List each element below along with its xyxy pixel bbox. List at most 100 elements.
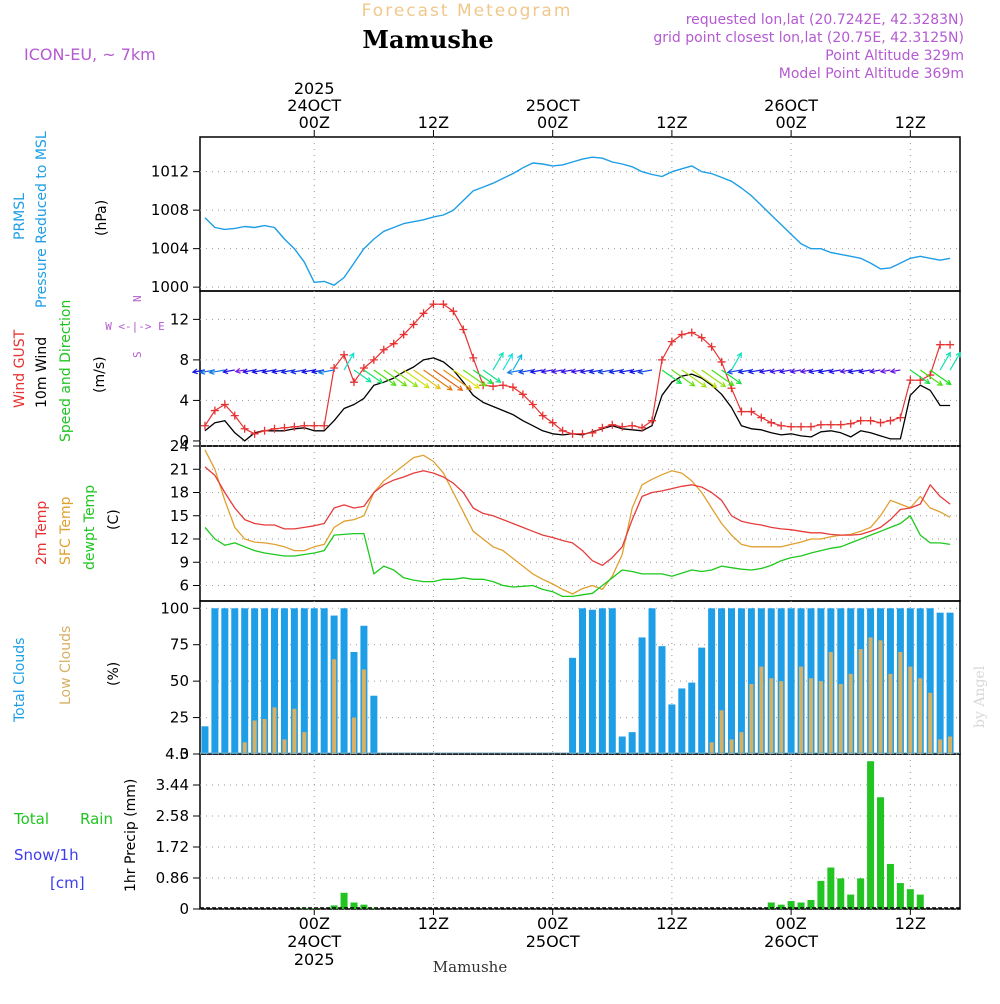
wind-arrow-head [290,368,297,375]
wind-arrow-shaft [681,369,707,388]
low-cloud-bar [878,640,883,754]
clouds-ytick-label: 50 [170,672,189,690]
total-cloud-bar [598,608,606,754]
wind-arrow-shaft [790,369,802,373]
wind-arrow-head [365,377,372,383]
wind-arrow-shaft [859,369,871,373]
total-cloud-bar [261,608,269,754]
gust-point [648,416,657,425]
wind-arrow-shaft [770,369,782,373]
gust-point [598,423,607,432]
wind-arrow-head [222,368,229,375]
wind-arrow-head [789,368,796,375]
wind-arrow-head [498,351,504,358]
temp-unit-label: (C) [106,509,122,530]
gust-point [230,411,239,420]
wind-arrow-head [466,384,473,391]
gust-point [936,340,945,349]
gust-point [667,337,676,346]
bottom-location: Mamushe [433,958,508,976]
gust-point [876,418,885,427]
sfc-temp-line [204,449,951,595]
wind-arrow-shaft [433,369,463,391]
gust-point [270,424,279,433]
precip-unit-label: 1hr Precip (mm) [123,779,139,892]
wind-arrow-head [191,368,198,375]
gust-point [439,300,448,309]
total-cloud-bar [688,682,696,754]
wind-arrow-head [618,368,625,375]
total-cloud-bar [737,608,745,754]
wind-arrow-head [628,368,636,375]
wind-arrow-head [945,379,952,386]
wind-arrow-head [579,368,586,375]
wind-arrow-shaft [541,369,553,373]
top-time-label: 25OCT [526,96,580,115]
rain-bar [877,797,885,909]
gust-point [399,330,408,339]
gust-point [757,413,766,422]
wind-arrow-shaft [711,369,734,386]
wind-arrow-head [955,351,961,358]
total-cloud-bar [698,647,706,754]
wind-arrow-head [446,385,453,391]
rain-bar [827,867,835,909]
bottom-time-label: 26OCT [764,932,818,951]
bottom-time-label: 24OCT [287,932,341,951]
total-cloud-bar [708,608,716,754]
total-cloud-bar [231,608,239,754]
wind-arrow-shaft [462,369,487,387]
clouds-ytick-label: 100 [160,599,189,617]
low-cloud-bar [769,678,774,754]
wind-arrow-shaft [302,369,315,373]
wind-arrow-head [736,351,742,359]
gust-point [449,307,458,316]
rain-bar [350,902,358,909]
total-cloud-bar [271,608,279,754]
low-cloud-bar [719,710,724,754]
wind-arrow-shaft [272,369,285,373]
gust-point [518,390,527,399]
wind-arrow-shaft [235,369,245,373]
gust-point [578,429,587,438]
wind-arrow-shaft [223,369,235,373]
wind-arrow-head [597,368,604,375]
total-cloud-bar [211,608,219,754]
wind-arrow-head [412,381,419,388]
total-cloud-bar [320,608,328,754]
wind-arrow-head [301,368,308,375]
wind-arrow-shaft [209,369,225,374]
total-cloud-bar [569,657,577,754]
rain-bar [867,761,875,909]
requested-coords: requested lon,lat (20.7242E, 42.3283N) [686,12,964,28]
gust-point [767,418,776,427]
gust-point [866,416,875,425]
low-cloud-bar [848,673,853,754]
dewpt-line [204,515,951,598]
wind-arrow-shaft [869,369,881,373]
wind-arrow-head [711,382,718,389]
rain-bar [370,907,378,909]
wind-arrow-shaft [492,352,504,371]
gust-point [429,300,438,309]
wind-arrow-shaft [363,369,383,384]
wind-arrow-shaft [638,369,653,374]
rain-bar [817,880,825,909]
low-cloud-bar [938,739,943,754]
wind-arrow-head [507,352,513,359]
pressure-unit-label: (hPa) [94,200,110,236]
gust-point [200,421,209,430]
wind-arrow-shaft [691,369,717,388]
wind-arrow-head [879,368,886,374]
wind-arrow-head [839,368,846,374]
wind-arrow-head [700,382,708,388]
wind-arrow-shaft [530,369,543,373]
wind-arrow-shaft [840,369,851,373]
gust-point [816,420,825,429]
wind-arrow-shaft [848,369,861,373]
gust-point [499,381,508,390]
wind-arrow-shaft [589,369,603,373]
gust-point [260,426,269,435]
wind-arrow-head [517,353,523,361]
